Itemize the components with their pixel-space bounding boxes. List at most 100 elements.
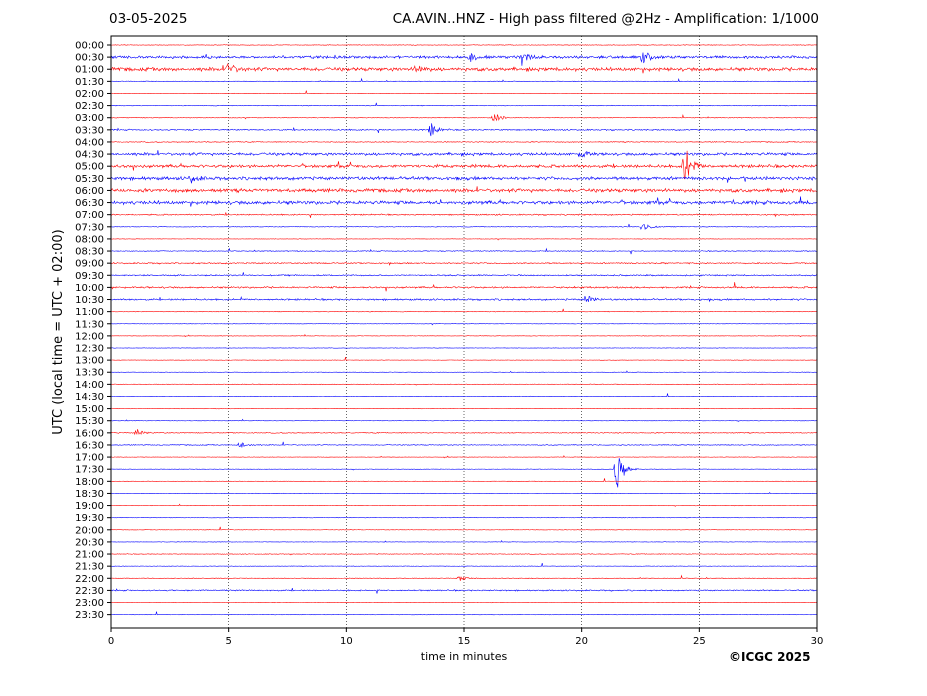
y-tick-label: 19:30 xyxy=(75,513,104,524)
trace-0830 xyxy=(110,247,817,255)
y-tick-label: 01:00 xyxy=(75,65,104,76)
y-tick-label: 06:30 xyxy=(75,198,104,209)
y-tick-label: 12:00 xyxy=(75,331,104,342)
y-tick-labels: 00:0000:3001:0001:3002:0002:3003:0003:30… xyxy=(75,41,111,621)
y-tick-label: 22:30 xyxy=(75,586,104,597)
trace-0100 xyxy=(110,62,817,74)
copyright-label: ©ICGC 2025 xyxy=(729,650,811,664)
x-tick-label: 5 xyxy=(225,636,231,647)
trace-0930 xyxy=(110,272,817,277)
y-tick-label: 04:00 xyxy=(75,137,104,148)
trace-0700 xyxy=(110,212,817,218)
y-tick-label: 10:30 xyxy=(75,295,104,306)
y-tick-label: 23:30 xyxy=(75,610,104,621)
trace-1130 xyxy=(110,323,817,326)
trace-1530 xyxy=(110,418,817,423)
y-tick-label: 15:30 xyxy=(75,416,104,427)
trace-1100 xyxy=(110,308,817,313)
x-tick-label: 25 xyxy=(693,636,706,647)
trace-1330 xyxy=(110,370,817,373)
y-tick-label: 06:00 xyxy=(75,186,104,197)
y-tick-label: 14:00 xyxy=(75,380,104,391)
y-tick-label: 13:00 xyxy=(75,356,104,367)
y-tick-label: 09:00 xyxy=(75,259,104,270)
y-tick-label: 14:30 xyxy=(75,392,104,403)
y-tick-label: 20:00 xyxy=(75,525,104,536)
trace-1430 xyxy=(110,393,817,398)
trace-2030 xyxy=(110,540,817,543)
y-tick-label: 10:00 xyxy=(75,283,104,294)
x-tick-label: 10 xyxy=(340,636,353,647)
y-tick-label: 21:00 xyxy=(75,550,104,561)
y-tick-label: 09:30 xyxy=(75,271,104,282)
date-label: 03-05-2025 xyxy=(109,11,188,27)
trace-0230 xyxy=(110,102,817,107)
trace-0730 xyxy=(110,223,817,231)
y-tick-label: 17:30 xyxy=(75,465,104,476)
x-tick-labels: 0 5 10 15 20 25 30 xyxy=(108,628,824,647)
y-tick-label: 12:30 xyxy=(75,344,104,355)
trace-0630 xyxy=(110,196,817,207)
x-tick-label: 0 xyxy=(108,636,114,647)
trace-1730 xyxy=(110,458,817,488)
y-tick-label: 21:30 xyxy=(75,562,104,573)
trace-0800 xyxy=(110,238,817,241)
trace-0530 xyxy=(110,175,817,184)
trace-1830 xyxy=(110,492,817,495)
trace-1400 xyxy=(110,383,817,386)
trace-1800 xyxy=(110,478,817,482)
y-tick-label: 17:00 xyxy=(75,453,104,464)
trace-2100 xyxy=(110,553,817,556)
trace-0600 xyxy=(110,186,817,194)
trace-0030 xyxy=(110,52,817,66)
y-tick-label: 03:00 xyxy=(75,113,104,124)
y-tick-label: 03:30 xyxy=(75,125,104,136)
x-axis-label: time in minutes xyxy=(421,650,508,663)
y-tick-label: 08:00 xyxy=(75,234,104,245)
y-tick-label: 00:30 xyxy=(75,53,104,64)
trace-0000 xyxy=(110,44,817,46)
trace-2200 xyxy=(110,574,817,581)
trace-0500 xyxy=(110,150,817,180)
chart-title: CA.AVIN..HNZ - High pass filtered @2Hz -… xyxy=(392,11,819,27)
y-tick-label: 11:30 xyxy=(75,319,104,330)
y-tick-label: 16:30 xyxy=(75,440,104,451)
y-tick-label: 01:30 xyxy=(75,77,104,88)
y-tick-label: 16:00 xyxy=(75,428,104,439)
trace-0400 xyxy=(110,141,817,143)
trace-1700 xyxy=(110,455,817,459)
trace-0200 xyxy=(110,90,817,95)
y-tick-label: 22:00 xyxy=(75,574,104,585)
y-tick-label: 11:00 xyxy=(75,307,104,318)
y-axis-label: UTC (local time = UTC + 02:00) xyxy=(51,229,66,434)
trace-1300 xyxy=(110,357,817,361)
trace-group xyxy=(110,44,817,616)
trace-1900 xyxy=(110,503,817,507)
x-tick-label: 30 xyxy=(811,636,824,647)
y-tick-label: 00:00 xyxy=(75,41,104,52)
y-tick-label: 19:00 xyxy=(75,501,104,512)
y-tick-label: 02:00 xyxy=(75,89,104,100)
x-tick-label: 20 xyxy=(575,636,588,647)
trace-0130 xyxy=(110,77,817,83)
y-tick-label: 18:30 xyxy=(75,489,104,500)
y-tick-label: 07:00 xyxy=(75,210,104,221)
trace-0330 xyxy=(110,123,817,137)
trace-2000 xyxy=(110,526,817,531)
trace-0900 xyxy=(110,261,817,266)
y-tick-label: 08:30 xyxy=(75,247,104,258)
trace-1600 xyxy=(110,429,817,436)
grid-lines xyxy=(228,36,700,628)
trace-1630 xyxy=(110,441,817,448)
trace-0300 xyxy=(110,113,817,122)
trace-1000 xyxy=(110,282,817,292)
y-tick-label: 23:00 xyxy=(75,598,104,609)
trace-1230 xyxy=(110,347,817,349)
y-tick-label: 04:30 xyxy=(75,150,104,161)
y-tick-label: 02:30 xyxy=(75,101,104,112)
trace-1200 xyxy=(110,333,817,338)
y-tick-label: 20:30 xyxy=(75,537,104,548)
y-tick-label: 05:30 xyxy=(75,174,104,185)
x-tick-label: 15 xyxy=(458,636,471,647)
